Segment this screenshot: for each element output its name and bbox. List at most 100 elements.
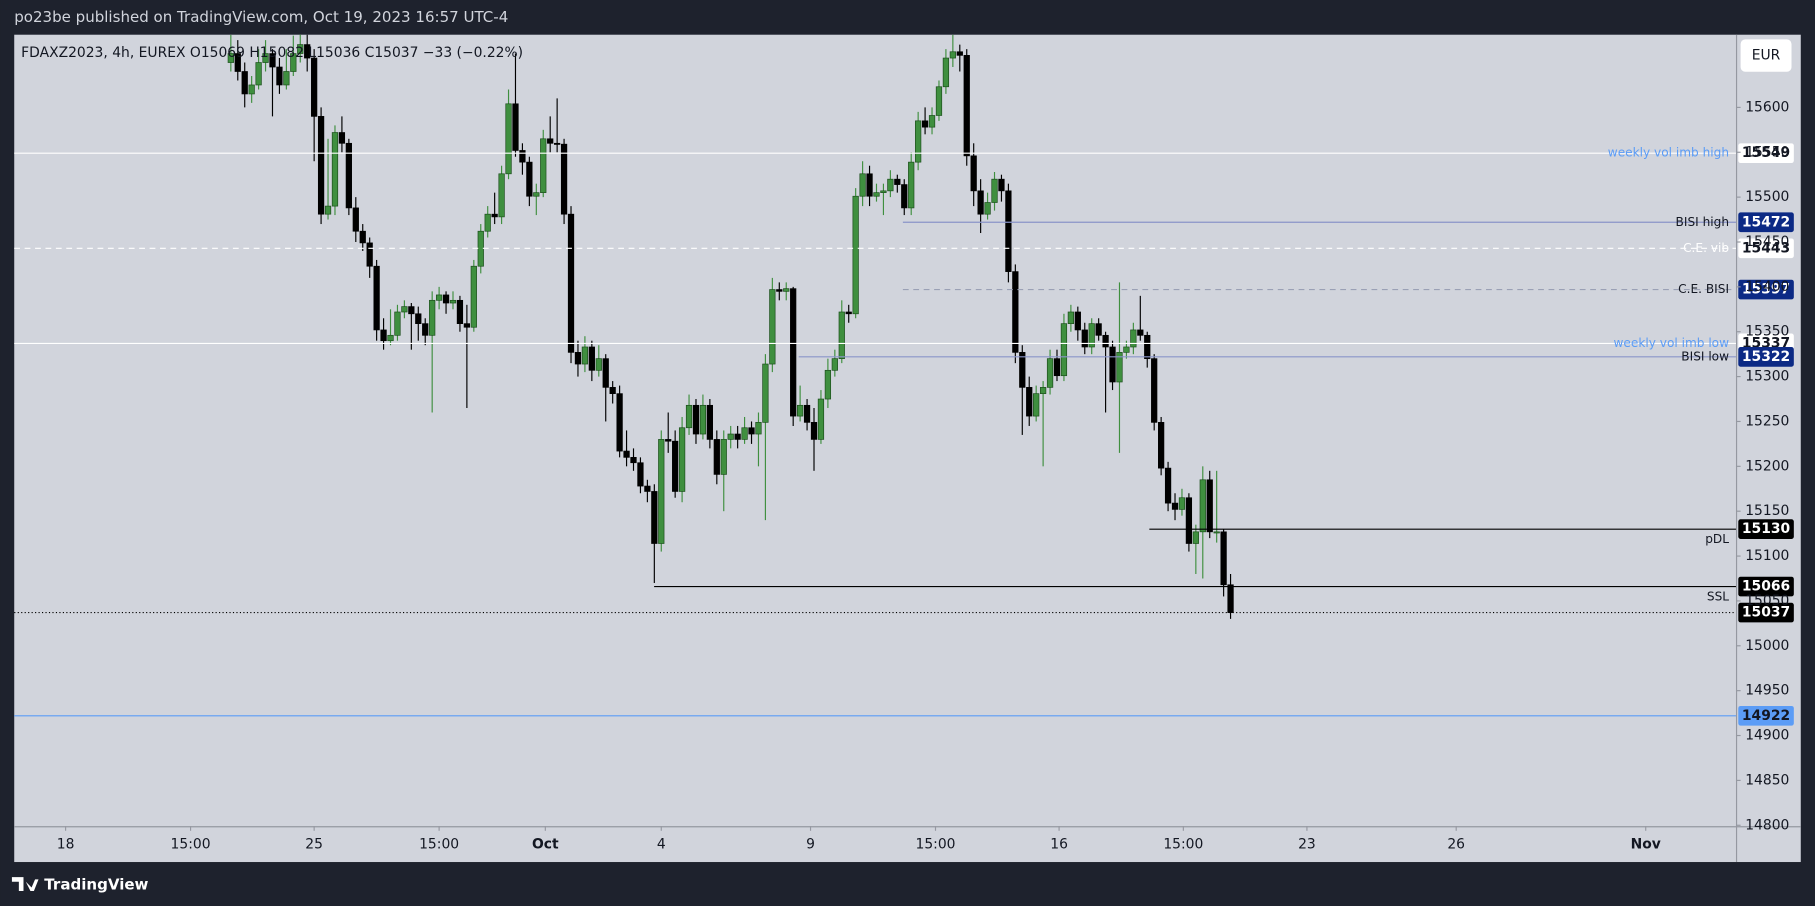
price-box — [1738, 602, 1794, 623]
y-tick-label: 15450 — [1745, 234, 1789, 250]
candle-body — [435, 294, 443, 301]
price-box-label: 15037 — [1742, 605, 1790, 621]
x-tick-label: 23 — [1298, 837, 1316, 853]
price-box — [1738, 212, 1794, 233]
candle-body — [498, 173, 505, 218]
candle-body — [942, 57, 950, 88]
candle-body — [1033, 393, 1040, 417]
candle-body — [554, 142, 561, 145]
candle-body — [533, 192, 540, 197]
candle-body — [1005, 190, 1012, 272]
candle-body — [276, 66, 283, 86]
level-label: weekly vol imb high — [1608, 146, 1729, 160]
candle-body — [380, 329, 387, 342]
candle-body — [977, 190, 984, 215]
candle-body — [359, 230, 366, 244]
price-box — [1738, 238, 1794, 259]
price-box-label: 15472 — [1742, 214, 1790, 230]
y-tick-label: 15000 — [1745, 638, 1789, 654]
candle-body — [1067, 311, 1075, 325]
x-tick-label: 4 — [657, 837, 666, 853]
candle-body — [290, 53, 297, 72]
candle-body — [297, 44, 304, 54]
level-label: C.E. vib — [1683, 241, 1729, 255]
y-tick-label: 15300 — [1745, 369, 1789, 385]
price-box — [1738, 279, 1794, 300]
candle-body — [831, 358, 838, 371]
candle-body — [560, 143, 568, 215]
level-label: weekly vol imb low — [1614, 336, 1730, 350]
candle-body — [394, 311, 401, 336]
candle-body — [692, 404, 700, 435]
candle-body — [651, 491, 658, 544]
candle-body — [1046, 358, 1054, 388]
price-box — [1738, 143, 1794, 163]
candle-body — [956, 51, 963, 56]
candle-body — [810, 422, 818, 440]
candle-body — [1137, 329, 1144, 336]
candle-body — [1109, 346, 1116, 383]
candle-body — [505, 103, 512, 175]
price-box — [1738, 519, 1794, 539]
currency-button[interactable] — [1740, 39, 1792, 72]
candle-body — [949, 51, 956, 59]
candle-body — [304, 44, 311, 59]
x-tick-label: 25 — [305, 837, 323, 853]
candle-body — [1227, 584, 1234, 613]
candle-body — [803, 404, 811, 423]
candle-body — [928, 115, 936, 128]
x-tick-label: 9 — [806, 837, 815, 853]
candle-body — [970, 155, 977, 192]
plot-background — [14, 34, 1801, 863]
candle-body — [630, 457, 637, 464]
candle-body — [921, 120, 929, 128]
candle-body — [845, 311, 852, 315]
candle-body — [637, 462, 644, 487]
price-box — [1738, 705, 1794, 726]
candle-body — [776, 289, 783, 292]
price-box-label: 14922 — [1742, 708, 1790, 724]
level-label: SSL — [1707, 589, 1729, 603]
y-tick-label: 14800 — [1745, 817, 1789, 833]
candle-body — [852, 195, 859, 315]
y-tick-label: 15600 — [1745, 99, 1789, 115]
candle-body — [623, 450, 630, 458]
candle-body — [352, 207, 359, 232]
candle-body — [748, 427, 755, 435]
level-label: pDL — [1705, 532, 1729, 546]
candle-body — [1144, 334, 1151, 359]
candle-body — [1158, 422, 1165, 469]
y-tick-label: 15500 — [1745, 189, 1789, 205]
candle-body — [227, 53, 234, 63]
candle-body — [401, 306, 408, 313]
candle-body — [796, 404, 804, 417]
candle-body — [1116, 352, 1123, 383]
candle-body — [824, 369, 832, 400]
price-box-label: 15322 — [1742, 349, 1790, 365]
candle-body — [442, 294, 450, 304]
candle-body — [1060, 323, 1068, 377]
candle-body — [873, 192, 880, 197]
y-tick-label: 15050 — [1745, 593, 1789, 609]
candle-body — [866, 173, 873, 197]
candle-body — [984, 202, 991, 215]
candle-body — [991, 178, 998, 203]
x-tick-label: 15:00 — [419, 837, 459, 853]
candle-body — [241, 71, 248, 95]
y-tick-label: 15250 — [1745, 413, 1789, 429]
candle-body — [345, 142, 352, 209]
candle-body — [526, 161, 533, 197]
x-tick-label: Nov — [1631, 837, 1661, 853]
candle-body — [1095, 323, 1102, 336]
x-tick-label: 18 — [57, 837, 75, 853]
candle-body — [1012, 271, 1019, 353]
candle-body — [644, 485, 651, 492]
candle-body — [1185, 497, 1193, 544]
currency[interactable]: EUR — [1752, 48, 1781, 64]
candle-body — [581, 346, 589, 365]
candle-body — [1081, 329, 1088, 348]
candle-body — [422, 323, 429, 336]
x-tick-label: 15:00 — [916, 837, 956, 853]
level-label: BISI low — [1681, 349, 1729, 363]
candle-body — [547, 138, 554, 144]
